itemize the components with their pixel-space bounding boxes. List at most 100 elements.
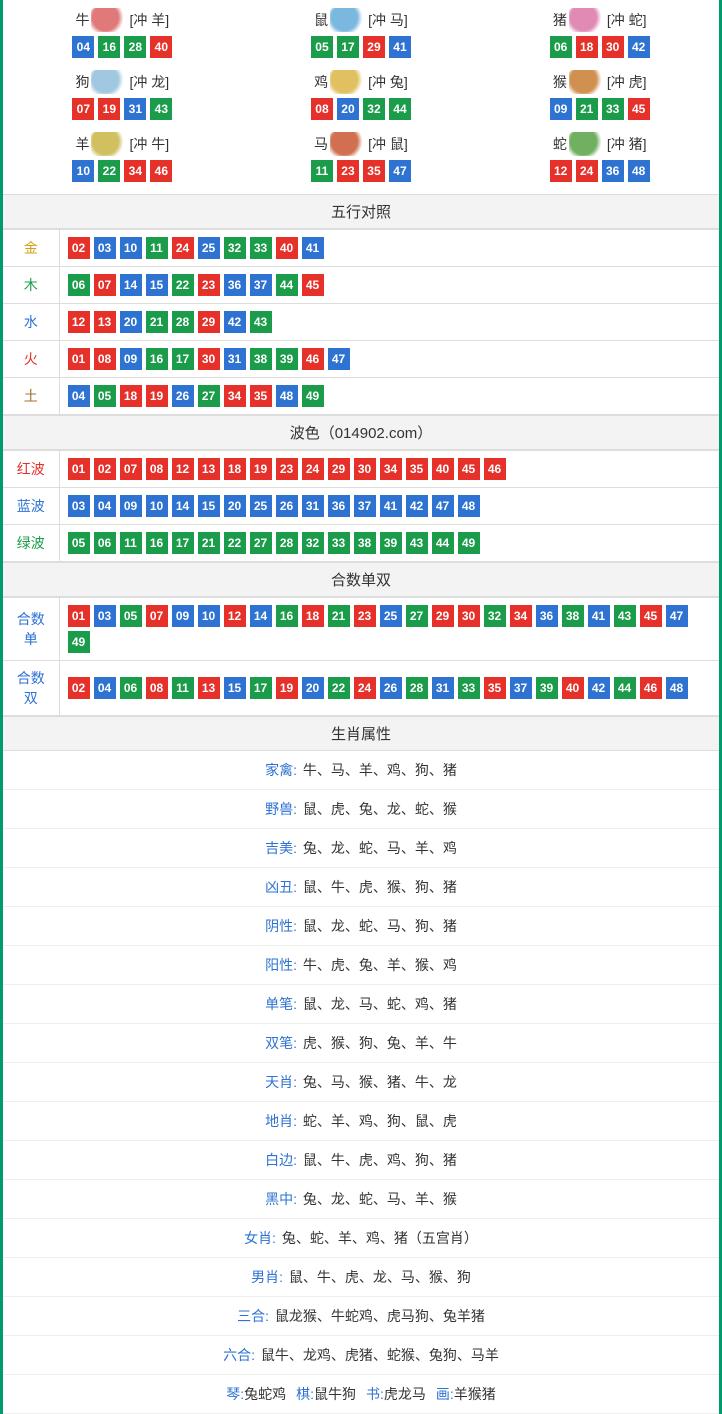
table-row: 红波0102070812131819232429303435404546 [3,451,719,488]
number-ball: 38 [562,605,584,627]
attr-row: 单笔: 鼠、龙、马、蛇、鸡、猪 [3,985,719,1024]
number-ball: 42 [406,495,428,517]
zodiac-chong: [冲 兔] [368,72,408,92]
number-ball: 01 [68,348,90,370]
zodiac-icon [330,70,366,94]
zodiac-icon [330,8,366,32]
number-ball: 45 [628,98,650,120]
number-ball: 46 [484,458,506,480]
row-label: 合数双 [3,661,59,716]
number-ball: 45 [640,605,662,627]
attr-value: 鼠、牛、虎、鸡、狗、猪 [299,1152,457,1168]
row-label: 火 [3,341,59,378]
number-ball: 44 [389,98,411,120]
table-row: 合数单0103050709101214161821232527293032343… [3,598,719,661]
zodiac-label: 狗[冲 龙] [3,70,242,94]
zodiac-cell: 猴[冲 虎]09213345 [480,66,719,128]
number-ball: 17 [172,532,194,554]
number-ball: 08 [311,98,333,120]
number-ball: 13 [198,677,220,699]
number-ball: 13 [198,458,220,480]
number-ball: 25 [198,237,220,259]
number-ball: 24 [576,160,598,182]
number-ball: 28 [406,677,428,699]
table-row: 木06071415222336374445 [3,267,719,304]
number-ball: 20 [302,677,324,699]
attr-value: 兔、龙、蛇、马、羊、鸡 [299,840,457,856]
number-ball: 24 [302,458,324,480]
number-ball: 11 [146,237,168,259]
number-ball: 03 [94,237,116,259]
attr-label: 白边: [265,1152,297,1168]
zodiac-cell: 羊[冲 牛]10223446 [3,128,242,190]
number-ball: 04 [72,36,94,58]
attr-value: 鼠、龙、马、蛇、鸡、猪 [299,996,457,1012]
zodiac-icon [91,8,127,32]
attr-label: 黑中: [265,1191,297,1207]
number-ball: 20 [120,311,142,333]
attr-value: 鼠牛、龙鸡、虎猪、蛇猴、兔狗、马羊 [257,1347,499,1363]
attr-row: 天肖: 兔、马、猴、猪、牛、龙 [3,1063,719,1102]
number-ball: 14 [250,605,272,627]
number-ball: 38 [354,532,376,554]
attr-value: 牛、虎、兔、羊、猴、鸡 [299,957,457,973]
number-ball: 40 [276,237,298,259]
table-row: 火0108091617303138394647 [3,341,719,378]
number-ball: 16 [98,36,120,58]
zodiac-cell: 鼠[冲 马] 05172941 [242,4,481,66]
number-ball: 34 [510,605,532,627]
number-ball: 28 [276,532,298,554]
attr-value: 虎、猴、狗、兔、羊、牛 [299,1035,457,1051]
number-ball: 17 [250,677,272,699]
row-balls: 02031011242532334041 [59,230,719,267]
number-ball: 05 [120,605,142,627]
number-ball: 32 [224,237,246,259]
number-ball: 20 [224,495,246,517]
zodiac-chong: [冲 马] [368,10,408,30]
table-row: 合数双0204060811131517192022242628313335373… [3,661,719,716]
number-ball: 10 [72,160,94,182]
zodiac-name: 猪 [553,10,567,30]
number-ball: 05 [94,385,116,407]
row-balls: 0108091617303138394647 [59,341,719,378]
number-ball: 33 [328,532,350,554]
number-ball: 19 [250,458,272,480]
number-ball: 36 [602,160,624,182]
zodiac-balls: 06183042 [480,36,719,58]
number-ball: 41 [389,36,411,58]
attr-footer-pair: 画:羊猴猪 [436,1384,496,1404]
zodiac-icon [569,8,605,32]
attr-value: 蛇、羊、鸡、狗、鼠、虎 [299,1113,457,1129]
number-ball: 40 [150,36,172,58]
row-label: 土 [3,378,59,415]
zodiac-label: 鼠[冲 马] [242,8,481,32]
number-ball: 26 [276,495,298,517]
zodiac-icon [569,132,605,156]
number-ball: 21 [146,311,168,333]
attr-value: 兔、龙、蛇、马、羊、猴 [299,1191,457,1207]
zodiac-cell: 马[冲 鼠]11233547 [242,128,481,190]
zodiac-chong: [冲 龙] [129,72,169,92]
number-ball: 40 [562,677,584,699]
number-ball: 30 [458,605,480,627]
number-ball: 48 [666,677,688,699]
zodiac-balls: 05172941 [242,36,481,58]
zodiac-balls: 10223446 [3,160,242,182]
zodiac-label: 马[冲 鼠] [242,132,481,156]
number-ball: 27 [198,385,220,407]
number-ball: 18 [576,36,598,58]
number-ball: 23 [354,605,376,627]
attr-row: 白边: 鼠、牛、虎、鸡、狗、猪 [3,1141,719,1180]
attr-label: 女肖: [244,1230,276,1246]
number-ball: 46 [640,677,662,699]
number-ball: 08 [146,458,168,480]
row-balls: 0103050709101214161821232527293032343638… [59,598,719,661]
number-ball: 17 [337,36,359,58]
attr-row: 三合: 鼠龙猴、牛蛇鸡、虎马狗、兔羊猪 [3,1297,719,1336]
number-ball: 34 [124,160,146,182]
attr-value: 兔、蛇、羊、鸡、猪（五宫肖） [278,1230,478,1246]
number-ball: 32 [302,532,324,554]
section-header-bose: 波色（014902.com） [3,415,719,450]
table-row: 绿波05061116172122272832333839434449 [3,525,719,562]
number-ball: 28 [124,36,146,58]
